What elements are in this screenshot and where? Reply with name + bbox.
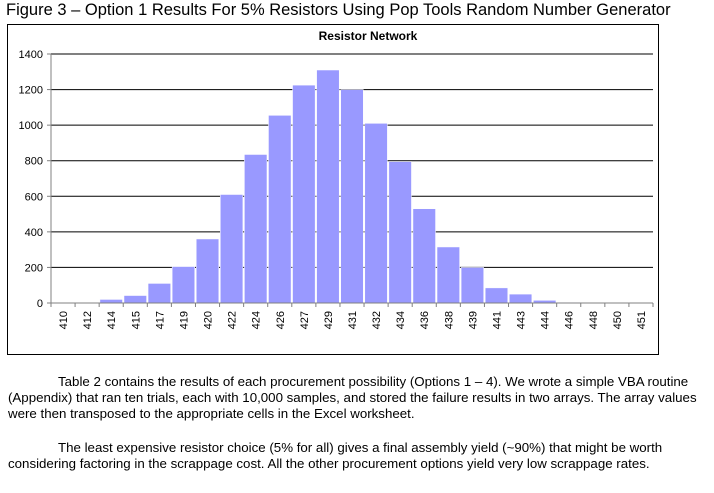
bar-426: [268, 115, 292, 304]
x-tick-label-419: 419: [178, 311, 190, 329]
x-tick-label-436: 436: [419, 311, 431, 329]
x-tick-label-438: 438: [443, 311, 455, 329]
x-tick-label-434: 434: [395, 311, 407, 329]
y-tick-label-0: 0: [37, 298, 43, 310]
x-tick-label-410: 410: [58, 311, 70, 329]
x-tick-label-424: 424: [251, 311, 263, 329]
bar-439: [460, 267, 484, 304]
x-tick-label-427: 427: [299, 311, 311, 329]
x-tick-label-417: 417: [154, 311, 166, 329]
bar-419: [171, 266, 195, 304]
paragraph-table-results: Table 2 contains the results of each pro…: [8, 374, 708, 422]
bar-443: [509, 293, 533, 304]
x-tick-label-432: 432: [371, 311, 383, 329]
x-tick-label-446: 446: [564, 311, 576, 329]
y-tick-label-1400: 1400: [19, 49, 43, 61]
x-tick-label-441: 441: [491, 311, 503, 329]
bar-422: [220, 194, 244, 304]
x-tick-label-451: 451: [636, 311, 648, 329]
x-tick-label-450: 450: [612, 311, 624, 329]
y-tick-label-600: 600: [25, 191, 43, 203]
bar-415: [123, 295, 147, 304]
x-tick-label-426: 426: [275, 311, 287, 329]
paragraph-1-text: Table 2 contains the results of each pro…: [8, 374, 697, 421]
x-tick-label-448: 448: [588, 311, 600, 329]
bar-420: [195, 238, 220, 304]
bar-434: [388, 161, 412, 304]
paragraph-cheapest-choice: The least expensive resistor choice (5% …: [8, 440, 708, 472]
x-tick-label-420: 420: [203, 311, 215, 329]
y-tick-label-200: 200: [25, 262, 43, 274]
x-tick-label-443: 443: [516, 311, 528, 329]
bar-427: [292, 84, 316, 304]
y-tick-label-800: 800: [25, 156, 43, 168]
x-tick-label-415: 415: [130, 311, 142, 329]
chart-title: Resistor Network: [319, 29, 418, 43]
paragraph-2-text: The least expensive resistor choice (5% …: [8, 440, 663, 471]
bar-432: [364, 123, 388, 304]
x-tick-label-414: 414: [106, 311, 118, 329]
x-tick-label-439: 439: [467, 311, 479, 329]
bar-417: [147, 283, 171, 304]
bar-414: [99, 299, 123, 304]
bar-436: [412, 208, 436, 304]
x-tick-label-431: 431: [347, 311, 359, 329]
bar-431: [340, 89, 364, 304]
y-tick-label-1000: 1000: [19, 120, 43, 132]
bar-441: [484, 287, 509, 304]
x-tick-label-412: 412: [82, 311, 94, 329]
x-tick-label-444: 444: [540, 311, 552, 329]
bar-438: [436, 246, 460, 304]
x-tick-label-429: 429: [323, 311, 335, 329]
y-tick-label-400: 400: [25, 227, 43, 239]
figure-title: Figure 3 – Option 1 Results For 5% Resis…: [6, 1, 671, 19]
bar-424: [244, 154, 268, 304]
y-tick-label-1200: 1200: [19, 85, 43, 97]
bar-429: [316, 69, 340, 304]
x-tick-label-422: 422: [227, 311, 239, 329]
